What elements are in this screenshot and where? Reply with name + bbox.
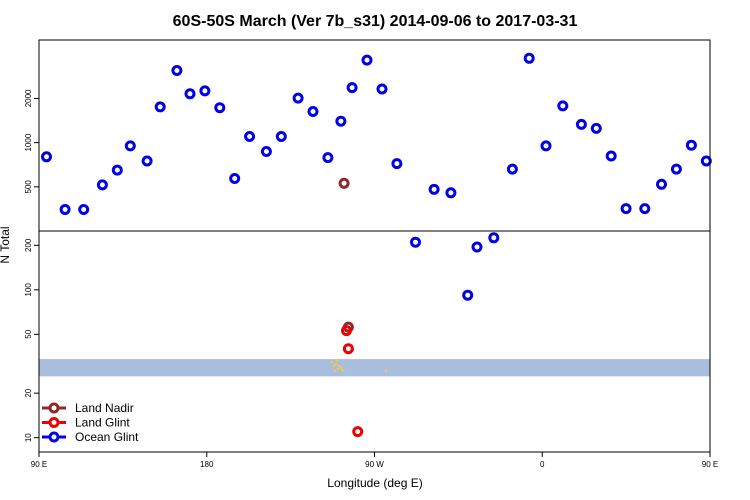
speckle-mark bbox=[335, 358, 339, 362]
ocean-glint-point bbox=[575, 118, 587, 130]
lower-y-tick-label: 10 bbox=[24, 433, 33, 442]
ocean-glint-point bbox=[361, 54, 373, 66]
ocean-glint-point bbox=[199, 85, 211, 97]
ocean-glint-point bbox=[488, 232, 500, 244]
legend-marker-land-glint bbox=[48, 417, 60, 428]
ocean-glint-point bbox=[376, 83, 388, 95]
ocean-glint-point bbox=[670, 163, 682, 175]
speckle-mark bbox=[384, 369, 388, 373]
ocean-glint-point bbox=[124, 140, 136, 152]
ocean-glint-point bbox=[700, 155, 712, 167]
ocean-glint-point bbox=[229, 173, 241, 184]
axes-layer: 90 E 180 90 W 0 90 E 500 1000 2000 10 20 50 100 200 bbox=[24, 39, 718, 469]
ocean-glint-point bbox=[335, 115, 347, 127]
ocean-glint-point bbox=[96, 179, 108, 191]
ocean-glint-point bbox=[410, 236, 421, 248]
ocean-glint-point bbox=[214, 102, 226, 114]
lower-y-tick-label: 20 bbox=[24, 388, 33, 397]
ocean-glint-point bbox=[292, 92, 304, 104]
legend-marker-land-nadir bbox=[48, 402, 60, 414]
ocean-glint-point bbox=[78, 204, 90, 215]
ocean-glint-point bbox=[620, 203, 632, 215]
ocean-glint-point bbox=[307, 106, 319, 117]
upper-y-tick-label: 1000 bbox=[24, 133, 33, 151]
lower-y-tick-label: 200 bbox=[24, 238, 33, 252]
land-glint-point bbox=[352, 426, 364, 438]
land-nadir-point bbox=[338, 177, 350, 189]
ocean-glint-point bbox=[523, 52, 535, 64]
x-tick-label: 180 bbox=[200, 460, 214, 469]
land-glint-point bbox=[342, 343, 354, 355]
speckle-mark bbox=[333, 369, 337, 373]
ocean-glint-point bbox=[346, 82, 358, 94]
ocean-glint-point bbox=[590, 122, 602, 134]
x-tick-label: 0 bbox=[540, 460, 545, 469]
speckle-mark bbox=[330, 360, 334, 364]
ocean-glint-point bbox=[445, 187, 457, 199]
ocean-glint-point bbox=[184, 88, 196, 100]
upper-y-tick-label: 500 bbox=[24, 180, 33, 194]
ocean-glint-point bbox=[244, 131, 256, 142]
speckle-mark bbox=[339, 366, 343, 370]
ocean-glint-point bbox=[275, 131, 287, 142]
plot-frame bbox=[38, 39, 711, 453]
ocean-glint-point bbox=[260, 146, 272, 157]
shaded-band bbox=[39, 359, 710, 377]
x-axis-label: Longitude (deg E) bbox=[327, 476, 422, 490]
lower-y-tick-label: 50 bbox=[24, 329, 33, 338]
ocean-glint-point bbox=[41, 151, 52, 163]
x-tick-label: 90 E bbox=[31, 460, 47, 469]
ocean-glint-point bbox=[557, 100, 569, 112]
ocean-glint-point bbox=[462, 289, 474, 301]
legend-marker-ocean-glint bbox=[48, 431, 60, 443]
ocean-glint-point bbox=[322, 152, 334, 164]
ocean-glint-point bbox=[685, 139, 697, 151]
chart-title: 60S-50S March (Ver 7b_s31) 2014-09-06 to… bbox=[173, 13, 578, 30]
y-axis-label: N Total bbox=[0, 226, 12, 263]
ocean-glint-point bbox=[171, 65, 183, 76]
ocean-glint-point bbox=[391, 158, 403, 170]
speckle-mark bbox=[341, 368, 345, 372]
speckle-mark bbox=[332, 364, 336, 368]
ocean-glint-point bbox=[605, 150, 617, 162]
land-glint-point bbox=[341, 325, 352, 337]
speckle-mark bbox=[334, 362, 338, 366]
speckle-mark bbox=[336, 367, 340, 371]
ocean-glint-point bbox=[506, 163, 518, 175]
ocean-glint-point bbox=[471, 241, 483, 253]
ocean-glint-point bbox=[141, 155, 153, 167]
upper-y-tick-label: 2000 bbox=[24, 89, 33, 107]
speckle-mark bbox=[337, 364, 341, 368]
legend-label-land-glint: Land Glint bbox=[75, 416, 130, 430]
ocean-glint-point bbox=[540, 140, 552, 152]
legend-label-ocean-glint: Ocean Glint bbox=[75, 430, 139, 444]
x-tick-label: 90 W bbox=[365, 460, 384, 469]
lower-y-tick-label: 100 bbox=[24, 283, 33, 297]
ocean-glint-point bbox=[111, 164, 123, 176]
ocean-glint-point bbox=[639, 203, 651, 215]
ocean-glint-point bbox=[154, 101, 166, 113]
ocean-glint-point bbox=[656, 178, 667, 190]
legend-label-land-nadir: Land Nadir bbox=[75, 401, 134, 415]
shaded-band-layer bbox=[39, 358, 710, 377]
scatter-mark-layer bbox=[41, 52, 712, 438]
x-tick-label: 90 E bbox=[702, 460, 718, 469]
ocean-glint-point bbox=[428, 183, 440, 195]
ocean-glint-point bbox=[59, 204, 71, 215]
